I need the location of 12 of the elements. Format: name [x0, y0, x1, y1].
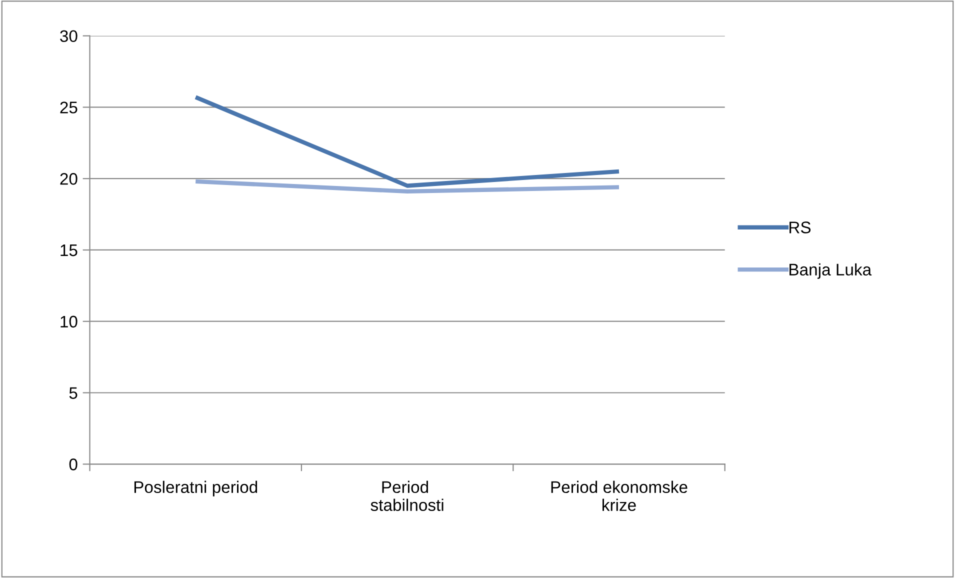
legend-label: Banja Luka: [790, 263, 872, 279]
y-tick-label: 20: [60, 173, 78, 185]
y-tick-label: 25: [60, 102, 78, 114]
legend-label: RS: [790, 222, 811, 234]
y-tick-label: 0: [69, 458, 78, 470]
y-tick-label: 5: [69, 387, 78, 399]
y-tick-label: 15: [60, 244, 78, 256]
x-tick-label: Posleratni period: [134, 480, 258, 496]
x-tick-label: Period ekonomske krize: [551, 480, 688, 511]
y-tick-label: 30: [60, 30, 78, 42]
x-tick-label: Period stabilnosti: [370, 480, 444, 511]
y-tick-label: 10: [60, 316, 78, 328]
